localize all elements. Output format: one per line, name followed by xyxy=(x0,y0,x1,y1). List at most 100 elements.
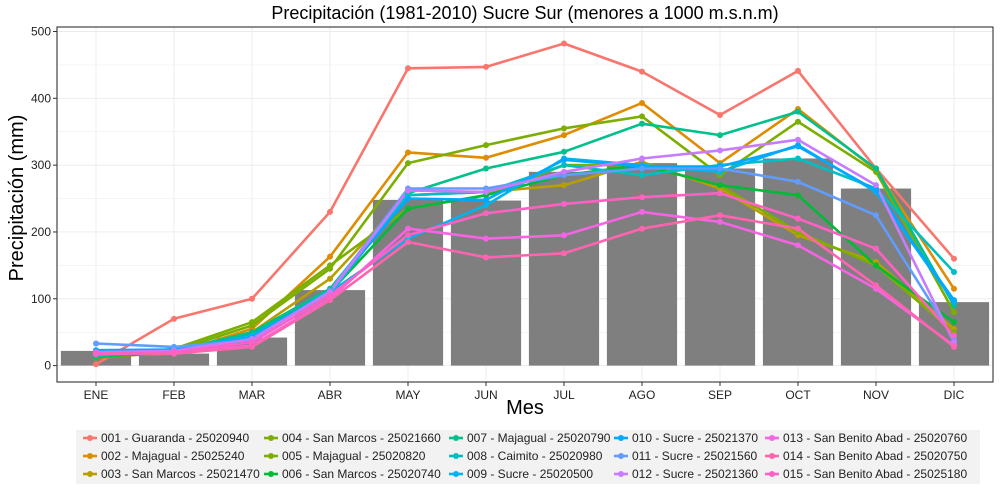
legend-key-point xyxy=(268,453,274,459)
y-axis-title: Precipitación (mm) xyxy=(6,115,28,282)
legend-key-point xyxy=(268,435,274,441)
legend-label: 007 - Majagual - 25020790 xyxy=(467,431,611,445)
series-12-point xyxy=(873,182,879,189)
series-12-point xyxy=(717,147,723,154)
series-line-7 xyxy=(94,110,956,358)
legend-label: 005 - Majagual - 25020820 xyxy=(282,449,426,463)
series-10-point xyxy=(483,196,489,203)
series-5-point xyxy=(639,113,645,120)
x-tick-label: JUL xyxy=(553,388,575,402)
y-tick-label: 200 xyxy=(31,225,51,239)
y-tick-label: 500 xyxy=(31,25,51,39)
series-line-14 xyxy=(94,214,956,355)
x-axis-title: Mes xyxy=(506,397,544,419)
series-2-point xyxy=(327,253,333,260)
bar-feb xyxy=(138,353,210,366)
series-15-point xyxy=(795,215,801,222)
series-6-point xyxy=(873,262,879,269)
x-tick-label: OCT xyxy=(785,388,811,402)
y-tick-label: 300 xyxy=(31,158,51,172)
series-12-point xyxy=(639,155,645,162)
series-11-point xyxy=(795,178,801,185)
series-14-point xyxy=(795,225,801,232)
series-13-point xyxy=(405,225,411,232)
legend-label: 002 - Majagual - 25025240 xyxy=(101,449,245,463)
series-1-point xyxy=(405,65,411,72)
series-7-point xyxy=(561,148,567,155)
legend-key-point xyxy=(268,471,274,477)
series-line-1 xyxy=(94,42,956,366)
series-15-point xyxy=(951,332,957,339)
series-15-point xyxy=(639,194,645,201)
series-15-point xyxy=(717,190,723,197)
legend-key-point xyxy=(87,435,93,441)
y-tick-label: 0 xyxy=(44,359,51,373)
series-14-point xyxy=(873,282,879,289)
series-1-point xyxy=(951,255,957,262)
series-12-point xyxy=(405,187,411,194)
series-line-2 xyxy=(94,101,956,358)
series-12-point xyxy=(483,188,489,195)
series-8-point xyxy=(561,162,567,169)
series-14-point xyxy=(717,212,723,219)
series-7-point xyxy=(639,120,645,127)
series-1-point xyxy=(93,361,99,368)
legend-key-point xyxy=(453,435,459,441)
axes-group: 0 100 200 300 400 500 ENE FEB MAR ABR MAY JUN JUL AGO… xyxy=(31,25,994,402)
series-6-point xyxy=(795,192,801,199)
series-8-point xyxy=(639,172,645,179)
series-15-point xyxy=(873,245,879,252)
x-tick-label: JUN xyxy=(474,388,497,402)
legend-key-point xyxy=(769,453,775,459)
bar-ago xyxy=(606,163,678,366)
series-14-point xyxy=(483,254,489,261)
series-6-point xyxy=(951,319,957,326)
legend-key-point xyxy=(769,435,775,441)
series-6-point xyxy=(405,205,411,212)
series-9-point xyxy=(483,202,489,209)
series-15-point xyxy=(405,232,411,239)
series-10-point xyxy=(873,187,879,194)
x-tick-label: ENE xyxy=(84,388,109,402)
series-1-point xyxy=(249,295,255,302)
series-7-point xyxy=(795,108,801,115)
series-points-group xyxy=(93,40,957,368)
panel-border xyxy=(56,26,994,383)
legend: 001 - Guaranda - 25020940 002 - Majagual … xyxy=(76,430,980,484)
series-2-point xyxy=(405,149,411,156)
series-13-point xyxy=(717,218,723,225)
series-8-point xyxy=(951,269,957,276)
legend-label: 004 - San Marcos - 25021660 xyxy=(282,431,441,445)
legend-label: 012 - Sucre - 25021360 xyxy=(632,467,758,481)
x-tick-label: MAR xyxy=(239,388,266,402)
series-14-point xyxy=(639,225,645,232)
series-11-point xyxy=(873,212,879,219)
legend-label: 011 - Sucre - 25021560 xyxy=(632,449,758,463)
series-7-point xyxy=(873,165,879,172)
legend-key-point xyxy=(618,435,624,441)
series-5-point xyxy=(327,265,333,272)
legend-key-point xyxy=(87,471,93,477)
series-14-point xyxy=(327,297,333,304)
x-tick-label: ABR xyxy=(318,388,343,402)
legend-key-point xyxy=(87,453,93,459)
series-13-point xyxy=(561,232,567,239)
series-5-point xyxy=(483,142,489,149)
legend-label: 010 - Sucre - 25021370 xyxy=(632,431,758,445)
series-15-point xyxy=(327,292,333,299)
series-15-point xyxy=(483,210,489,217)
legend-background xyxy=(76,430,980,484)
series-1-point xyxy=(639,68,645,75)
series-15-point xyxy=(249,339,255,346)
legend-label: 006 - San Marcos - 25020740 xyxy=(282,467,441,481)
series-1-point xyxy=(561,40,567,47)
series-3-point xyxy=(561,182,567,189)
series-2-point xyxy=(483,154,489,161)
legend-label: 009 - Sucre - 25020500 xyxy=(467,467,593,481)
series-11-point xyxy=(717,165,723,172)
series-11-point xyxy=(93,340,99,347)
series-10-point xyxy=(951,297,957,304)
series-13-point xyxy=(483,235,489,242)
series-11-point xyxy=(639,165,645,172)
